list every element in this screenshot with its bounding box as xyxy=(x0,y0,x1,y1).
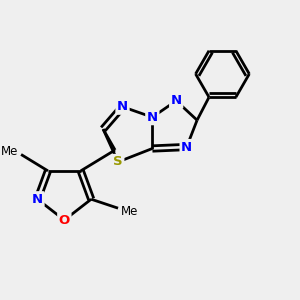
Text: S: S xyxy=(113,155,123,168)
Text: O: O xyxy=(59,214,70,226)
Text: N: N xyxy=(147,111,158,124)
Text: N: N xyxy=(32,193,43,206)
Text: N: N xyxy=(181,140,192,154)
Text: Me: Me xyxy=(1,145,18,158)
Text: N: N xyxy=(117,100,128,113)
Text: N: N xyxy=(171,94,182,107)
Text: Me: Me xyxy=(121,205,138,218)
